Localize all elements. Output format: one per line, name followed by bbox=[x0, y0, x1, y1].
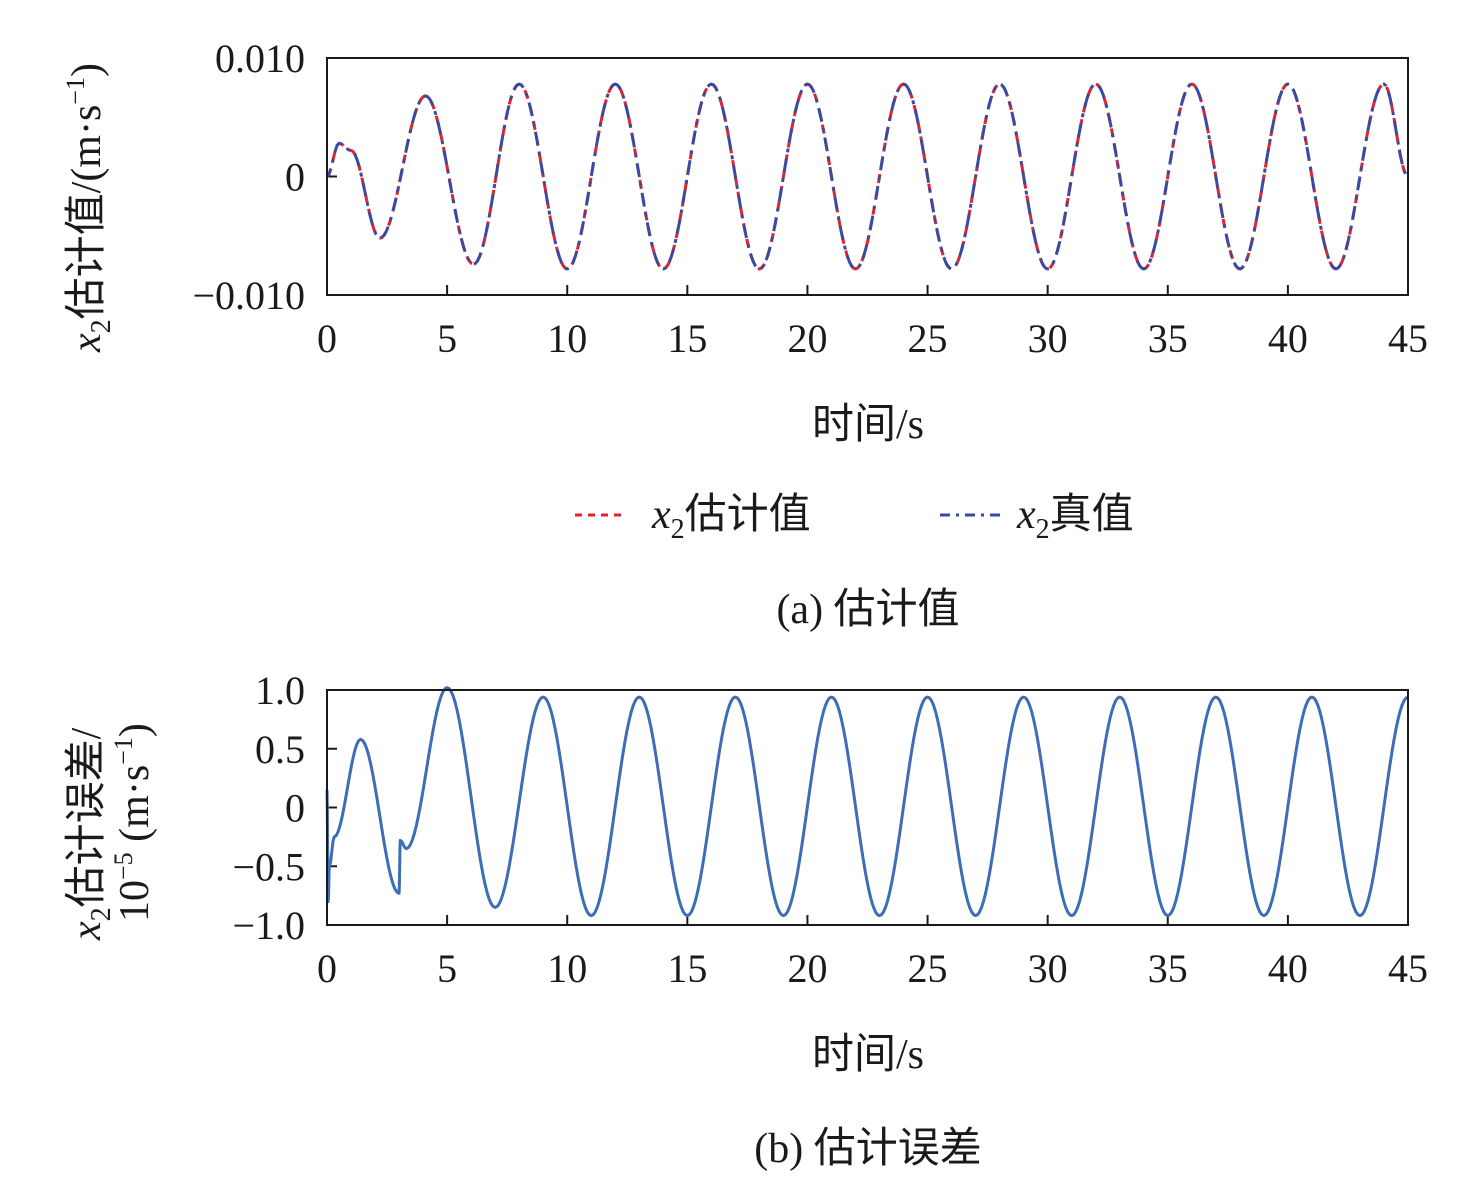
panel-a-ylabel-sub: 2 bbox=[86, 319, 117, 333]
y-tick-label: −0.010 bbox=[192, 273, 305, 318]
panel-b-series bbox=[325, 686, 1409, 918]
legend-label-estimate: x2估计值 bbox=[651, 492, 811, 545]
panel-b-error: 1.0 0.5 0 −0.5 −1.0 0 5 10 15 20 25 30 35 40 45 x2估计误… bbox=[64, 668, 1428, 1172]
x-tick-label: 20 bbox=[787, 316, 827, 361]
series-line-a-1 bbox=[325, 82, 1409, 271]
y-tick-label: 0 bbox=[285, 155, 305, 200]
panel-b-x-axis-title: 时间/s bbox=[812, 1032, 924, 1078]
x-tick-label: 5 bbox=[437, 316, 457, 361]
panel-a-caption: (a) 估计值 bbox=[776, 587, 959, 633]
panel-a-y-tick-labels: 0.010 0 −0.010 bbox=[192, 36, 305, 318]
legend-label-true: x2真值 bbox=[1016, 492, 1134, 545]
panel-b-y-axis-title-line1: x2估计误差/ bbox=[64, 727, 117, 941]
y-tick-label: 0.010 bbox=[215, 36, 305, 81]
x-tick-label: 10 bbox=[547, 946, 587, 991]
panel-a-plot-frame bbox=[326, 57, 1409, 296]
x-tick-label: 45 bbox=[1388, 946, 1428, 991]
panel-a-y-axis-title: x2估计值/(m·s−1) bbox=[61, 63, 117, 353]
x-tick-label: 35 bbox=[1148, 946, 1188, 991]
y-tick-label: 0 bbox=[285, 786, 305, 831]
panel-a-legend: x2估计值 x2真值 bbox=[575, 492, 1134, 545]
panel-a-ylabel-close: ) bbox=[64, 63, 110, 77]
x-tick-label: 15 bbox=[667, 946, 707, 991]
x-tick-label: 0 bbox=[317, 946, 337, 991]
y-tick-label: −1.0 bbox=[232, 903, 305, 948]
x-tick-label: 40 bbox=[1268, 946, 1308, 991]
panel-b-plot-frame bbox=[326, 689, 1409, 926]
panel-b-y-tick-labels: 1.0 0.5 0 −0.5 −1.0 bbox=[232, 668, 305, 948]
x-tick-label: 5 bbox=[437, 946, 457, 991]
x-tick-label: 45 bbox=[1388, 316, 1428, 361]
panel-a-ylabel-text: 估计值/(m·s bbox=[64, 105, 110, 320]
series-line-b-0 bbox=[325, 686, 1409, 918]
x-tick-label: 25 bbox=[908, 946, 948, 991]
x-tick-label: 0 bbox=[317, 316, 337, 361]
x-tick-label: 25 bbox=[908, 316, 948, 361]
panel-a-x-axis-title: 时间/s bbox=[812, 402, 924, 448]
x-tick-label: 35 bbox=[1148, 316, 1188, 361]
y-tick-label: 0.5 bbox=[255, 727, 305, 772]
panel-a-ylabel-sup: −1 bbox=[61, 77, 90, 105]
x-tick-label: 30 bbox=[1028, 946, 1068, 991]
series-line-a-0 bbox=[325, 82, 1409, 271]
x-tick-label: 15 bbox=[667, 316, 707, 361]
panel-a-series bbox=[325, 82, 1409, 271]
x-tick-label: 20 bbox=[787, 946, 827, 991]
panel-b-x-tick-labels: 0 5 10 15 20 25 30 35 40 45 bbox=[317, 946, 1428, 991]
panel-a-x-tick-labels: 0 5 10 15 20 25 30 35 40 45 bbox=[317, 316, 1428, 361]
x-tick-label: 40 bbox=[1268, 316, 1308, 361]
y-tick-label: 1.0 bbox=[255, 668, 305, 713]
x-tick-label: 30 bbox=[1028, 316, 1068, 361]
panel-b-caption: (b) 估计误差 bbox=[754, 1126, 981, 1172]
panel-a-estimate: 0.010 0 −0.010 0 5 10 15 20 25 30 35 40 45 x2估计值/(m… bbox=[61, 36, 1428, 633]
panel-b-y-axis-title-line2: 10−5 (m·s−1) bbox=[109, 723, 158, 922]
y-tick-label: −0.5 bbox=[232, 844, 305, 889]
x-tick-label: 10 bbox=[547, 316, 587, 361]
panel-a-ylabel-var: x bbox=[64, 333, 110, 353]
